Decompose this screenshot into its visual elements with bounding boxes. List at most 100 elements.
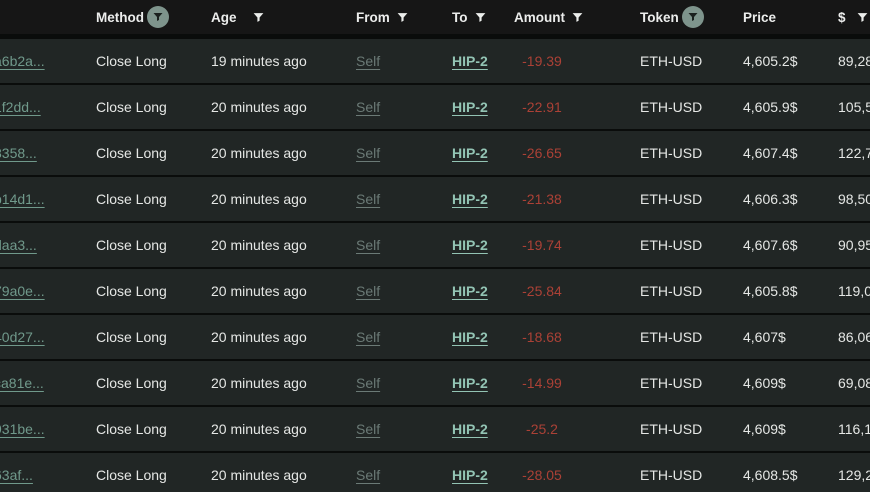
- to-link[interactable]: HIP-2: [452, 467, 488, 483]
- method-value: Close Long: [96, 53, 167, 69]
- usd-value: 69,086: [838, 375, 870, 391]
- table-row: a6b2a... Close Long 19 minutes ago Self …: [0, 39, 870, 83]
- cell-age: 20 minutes ago: [211, 421, 356, 437]
- usd-value: 90,953: [838, 237, 870, 253]
- cell-to: HIP-2: [452, 421, 502, 437]
- cell-price: 4,605.8$: [692, 283, 798, 299]
- tx-hash-link[interactable]: 79a0e...: [0, 283, 45, 299]
- from-link[interactable]: Self: [356, 283, 381, 299]
- cell-method: Close Long: [96, 145, 211, 161]
- token-value: ETH-USD: [640, 329, 703, 345]
- to-link[interactable]: HIP-2: [452, 145, 488, 161]
- cell-to: HIP-2: [452, 145, 502, 161]
- cell-price: 4,607.4$: [692, 145, 798, 161]
- table-body: a6b2a... Close Long 19 minutes ago Self …: [0, 39, 870, 492]
- amount-value: -25.84: [522, 283, 562, 299]
- cell-price: 4,607$: [692, 329, 787, 345]
- from-filter-icon[interactable]: [396, 11, 409, 24]
- cell-hash: 63af...: [0, 467, 96, 483]
- method-value: Close Long: [96, 191, 167, 207]
- tx-hash-link[interactable]: 931be...: [0, 421, 45, 437]
- tx-hash-link[interactable]: 40d27...: [0, 329, 45, 345]
- to-link[interactable]: HIP-2: [452, 329, 488, 345]
- cell-from: Self: [356, 53, 452, 69]
- column-usd-header: $: [787, 10, 870, 25]
- tx-hash-link[interactable]: a6b2a...: [0, 53, 45, 69]
- tx-hash-link[interactable]: ca81e...: [0, 375, 44, 391]
- cell-from: Self: [356, 421, 452, 437]
- cell-token: ETH-USD: [582, 375, 702, 391]
- cell-usd: 90,953: [787, 237, 870, 253]
- from-link[interactable]: Self: [356, 467, 381, 483]
- cell-from: Self: [356, 191, 452, 207]
- tx-hash-link[interactable]: daa3...: [0, 237, 37, 253]
- age-value: 20 minutes ago: [211, 145, 307, 161]
- cell-method: Close Long: [96, 375, 211, 391]
- tx-hash-link[interactable]: 1f2dd...: [0, 99, 41, 115]
- from-link[interactable]: Self: [356, 329, 381, 345]
- amount-value: -14.99: [522, 375, 562, 391]
- from-link[interactable]: Self: [356, 191, 381, 207]
- cell-token: ETH-USD: [582, 329, 702, 345]
- cell-from: Self: [356, 467, 452, 483]
- to-link[interactable]: HIP-2: [452, 283, 488, 299]
- price-value: 4,607.6$: [743, 237, 798, 253]
- amount-value: -28.05: [522, 467, 562, 483]
- cell-amount: -19.39: [502, 53, 582, 69]
- age-filter-icon[interactable]: [252, 11, 265, 24]
- tx-hash-link[interactable]: 63af...: [0, 467, 33, 483]
- cell-to: HIP-2: [452, 53, 502, 69]
- age-value: 20 minutes ago: [211, 237, 307, 253]
- to-link[interactable]: HIP-2: [452, 421, 488, 437]
- to-link[interactable]: HIP-2: [452, 191, 488, 207]
- from-link[interactable]: Self: [356, 421, 381, 437]
- cell-amount: -25.84: [502, 283, 582, 299]
- price-value: 4,605.2$: [743, 53, 798, 69]
- cell-from: Self: [356, 375, 452, 391]
- from-link[interactable]: Self: [356, 145, 381, 161]
- usd-filter-icon[interactable]: [856, 11, 869, 24]
- token-value: ETH-USD: [640, 237, 703, 253]
- method-filter-icon[interactable]: [147, 6, 169, 28]
- to-link[interactable]: HIP-2: [452, 53, 488, 69]
- to-link[interactable]: HIP-2: [452, 375, 488, 391]
- age-value: 20 minutes ago: [211, 329, 307, 345]
- tx-hash-link[interactable]: 8358...: [0, 145, 37, 161]
- table-row: 40d27... Close Long 20 minutes ago Self …: [0, 315, 870, 359]
- to-link[interactable]: HIP-2: [452, 237, 488, 253]
- amount-filter-icon[interactable]: [571, 11, 584, 24]
- from-link[interactable]: Self: [356, 99, 381, 115]
- token-value: ETH-USD: [640, 191, 703, 207]
- method-value: Close Long: [96, 467, 167, 483]
- cell-amount: -21.38: [502, 191, 582, 207]
- cell-token: ETH-USD: [582, 467, 702, 483]
- cell-usd: 105,51: [787, 99, 870, 115]
- method-column-label: Method: [96, 9, 144, 25]
- column-age-header: Age: [211, 10, 356, 25]
- token-value: ETH-USD: [640, 283, 703, 299]
- cell-age: 20 minutes ago: [211, 375, 356, 391]
- from-link[interactable]: Self: [356, 237, 381, 253]
- table-row: daa3... Close Long 20 minutes ago Self H…: [0, 223, 870, 267]
- method-value: Close Long: [96, 421, 167, 437]
- token-filter-icon[interactable]: [681, 6, 704, 28]
- usd-value: 98,502: [838, 191, 870, 207]
- tx-hash-link[interactable]: b14d1...: [0, 191, 45, 207]
- to-link[interactable]: HIP-2: [452, 99, 488, 115]
- table-row: 1f2dd... Close Long 20 minutes ago Self …: [0, 85, 870, 129]
- from-link[interactable]: Self: [356, 375, 381, 391]
- price-value: 4,606.3$: [743, 191, 798, 207]
- column-to-header: To: [452, 10, 502, 25]
- cell-usd: 89,286: [787, 53, 870, 69]
- price-value: 4,605.8$: [743, 283, 798, 299]
- cell-amount: -14.99: [502, 375, 582, 391]
- cell-age: 20 minutes ago: [211, 467, 356, 483]
- from-link[interactable]: Self: [356, 53, 381, 69]
- age-value: 20 minutes ago: [211, 191, 307, 207]
- cell-hash: daa3...: [0, 237, 96, 253]
- to-filter-icon[interactable]: [474, 11, 487, 24]
- cell-from: Self: [356, 145, 452, 161]
- table-row: 8358... Close Long 20 minutes ago Self H…: [0, 131, 870, 175]
- cell-hash: 931be...: [0, 421, 96, 437]
- price-value: 4,607.4$: [743, 145, 798, 161]
